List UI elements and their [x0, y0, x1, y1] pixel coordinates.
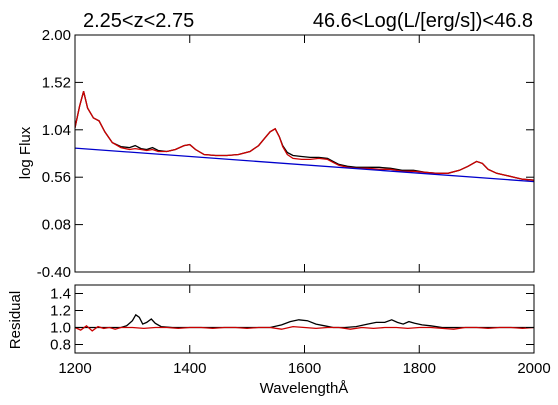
residual-panel: 1.41.21.00.8 1200 1400 1600 1800 2000 Residua… — [7, 284, 551, 397]
spectrum-ytick-label-4: 0.08 — [42, 217, 71, 234]
residual-xtick-label-1: 1400 — [173, 360, 206, 377]
spectrum-panel: 2.00 1.52 1.04 0.56 0.08 -0.40 log Flux — [17, 27, 535, 281]
residual-ytick-label-0: 1.4 — [50, 286, 71, 303]
spectrum-series-0 — [75, 91, 534, 181]
residual-series-1 — [75, 324, 534, 332]
x-axis-label-wavelength: WavelengthÅ — [260, 380, 349, 397]
spectrum-series-2 — [75, 147, 534, 183]
title-luminosity-range: 46.6<Log(L/[erg/s])<46.8 — [313, 10, 533, 32]
residual-ytick-label-1: 1.2 — [50, 303, 71, 320]
spectrum-series-1 — [75, 91, 534, 181]
title-redshift-range: 2.25<z<2.75 — [83, 10, 194, 32]
spectrum-ytick-label-2: 1.04 — [42, 122, 71, 139]
residual-xtick-label-3: 1800 — [403, 360, 436, 377]
residual-xtick-label-4: 2000 — [517, 360, 550, 377]
spectrum-ytick-label-0: 2.00 — [42, 27, 71, 44]
residual-ytick-label-2: 1.0 — [50, 320, 71, 337]
spectrum-ytick-label-5: -0.40 — [37, 264, 71, 281]
residual-xtick-label-2: 1600 — [288, 360, 321, 377]
residual-ytick-label-3: 0.8 — [50, 337, 71, 354]
spectrum-ytick-label-1: 1.52 — [42, 74, 71, 91]
y-axis-label-residual: Residual — [7, 291, 24, 349]
residual-xtick-label-0: 1200 — [58, 360, 91, 377]
spectrum-ytick-label-3: 0.56 — [42, 169, 71, 186]
y-axis-label-log-flux: log Flux — [17, 126, 34, 179]
residual-plot-frame — [74, 284, 535, 354]
residual-series-0 — [75, 313, 534, 329]
